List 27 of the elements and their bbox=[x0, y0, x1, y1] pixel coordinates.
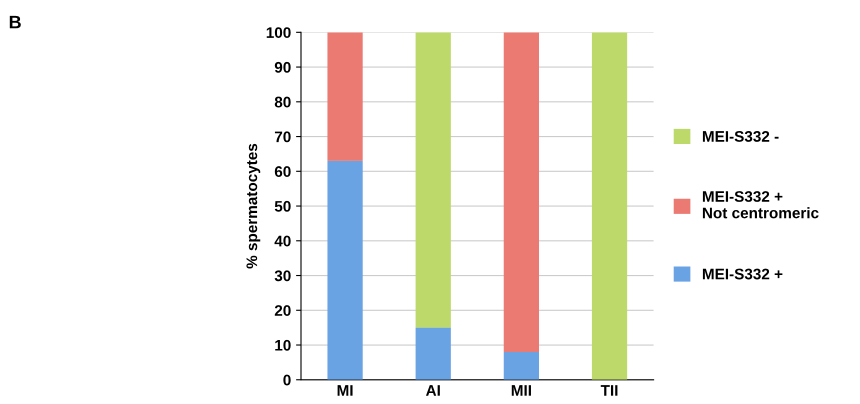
x-tick-label: AI bbox=[426, 385, 440, 396]
y-tick-label: 60 bbox=[274, 166, 291, 177]
y-tick-label: 70 bbox=[274, 131, 291, 142]
x-tick-label: MI bbox=[338, 385, 353, 396]
bar bbox=[504, 32, 540, 352]
x-tick-label: TII bbox=[600, 385, 618, 396]
bar bbox=[592, 32, 628, 380]
y-tick-label: 40 bbox=[274, 236, 291, 246]
bar bbox=[327, 32, 363, 161]
y-tick-label: 80 bbox=[274, 96, 291, 108]
y-tick-label: 100 bbox=[266, 27, 291, 38]
x-tick-label: MII bbox=[512, 385, 531, 396]
y-tick-label: 10 bbox=[275, 340, 291, 351]
y-tick-label: 30 bbox=[274, 270, 291, 282]
legend-label: MEI-S332 + Not centromeric bbox=[702, 191, 819, 218]
y-tick-label: 20 bbox=[274, 305, 291, 316]
bar bbox=[416, 32, 451, 328]
y-axis-title: % spermatocytes bbox=[246, 144, 260, 268]
bar bbox=[416, 328, 451, 380]
bar bbox=[504, 352, 540, 380]
text: B bbox=[10, 16, 21, 28]
legend-label: MEI-S332 - bbox=[702, 131, 779, 142]
legend-label: MEI-S332 + bbox=[702, 268, 782, 280]
y-tick-label: 0 bbox=[283, 374, 291, 386]
bar bbox=[327, 160, 363, 380]
y-tick-label: 90 bbox=[274, 62, 291, 73]
y-tick-label: 50 bbox=[274, 200, 291, 212]
